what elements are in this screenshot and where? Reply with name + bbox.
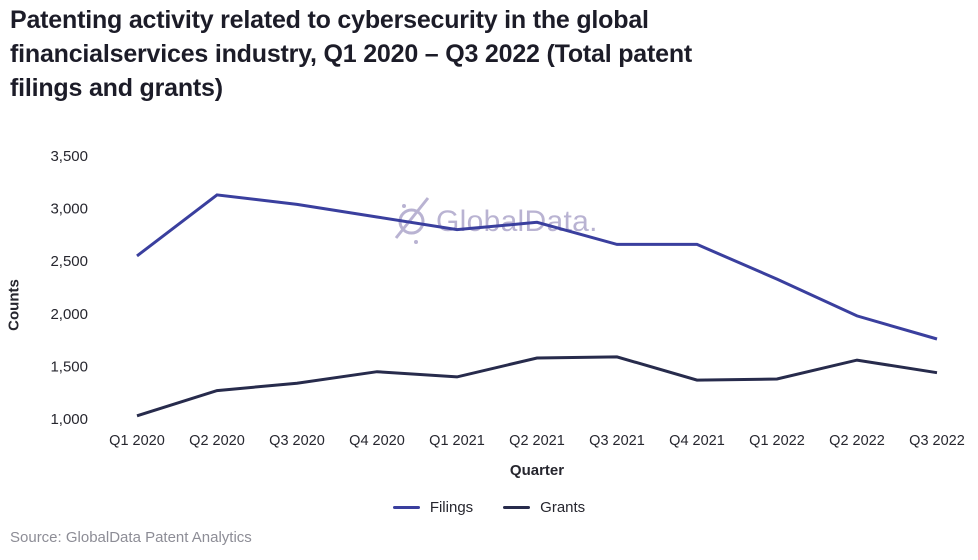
legend-item-grants: Grants [503,499,585,516]
x-tick-label: Q1 2022 [749,433,805,449]
x-tick-label: Q3 2022 [909,433,965,449]
y-tick-label: 3,000 [50,201,88,218]
x-tick-label: Q3 2020 [269,433,325,449]
legend-swatch-grants [503,505,531,510]
x-tick-label: Q2 2022 [829,433,885,449]
legend-label-filings: Filings [429,499,474,516]
source-note: Source: GlobalData Patent Analytics [10,529,252,546]
series-line-grants [136,355,938,418]
line-chart: 1,000 1,500 2,000 2,500 3,000 3,500 Q1 2020 Q2 … [50,148,965,449]
x-tick-label: Q2 2020 [189,433,245,449]
x-axis-title: Quarter [509,462,565,479]
legend-label-grants: Grants [540,499,586,516]
chart-legend: Filings Grants [0,499,978,516]
x-tick-label: Q1 2020 [109,433,165,449]
x-tick-label: Q4 2020 [349,433,405,449]
y-tick-label: 2,000 [50,306,88,323]
legend-swatch-filings [392,505,420,510]
x-tick-label: Q2 2021 [509,433,565,449]
y-tick-label: 1,500 [50,358,88,375]
y-tick-label: 2,500 [50,253,88,270]
x-tick-label: Q1 2021 [429,433,485,449]
series-line-filings [136,193,938,341]
x-tick-label: Q3 2021 [589,433,645,449]
y-tick-label: 1,000 [50,411,88,428]
y-tick-label: 3,500 [50,148,88,165]
chart-title: Patenting activity related to cybersecur… [10,6,693,102]
legend-item-filings: Filings [392,499,474,516]
x-tick-label: Q4 2021 [669,433,725,449]
